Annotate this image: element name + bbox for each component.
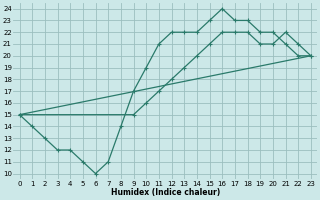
X-axis label: Humidex (Indice chaleur): Humidex (Indice chaleur) xyxy=(111,188,220,197)
